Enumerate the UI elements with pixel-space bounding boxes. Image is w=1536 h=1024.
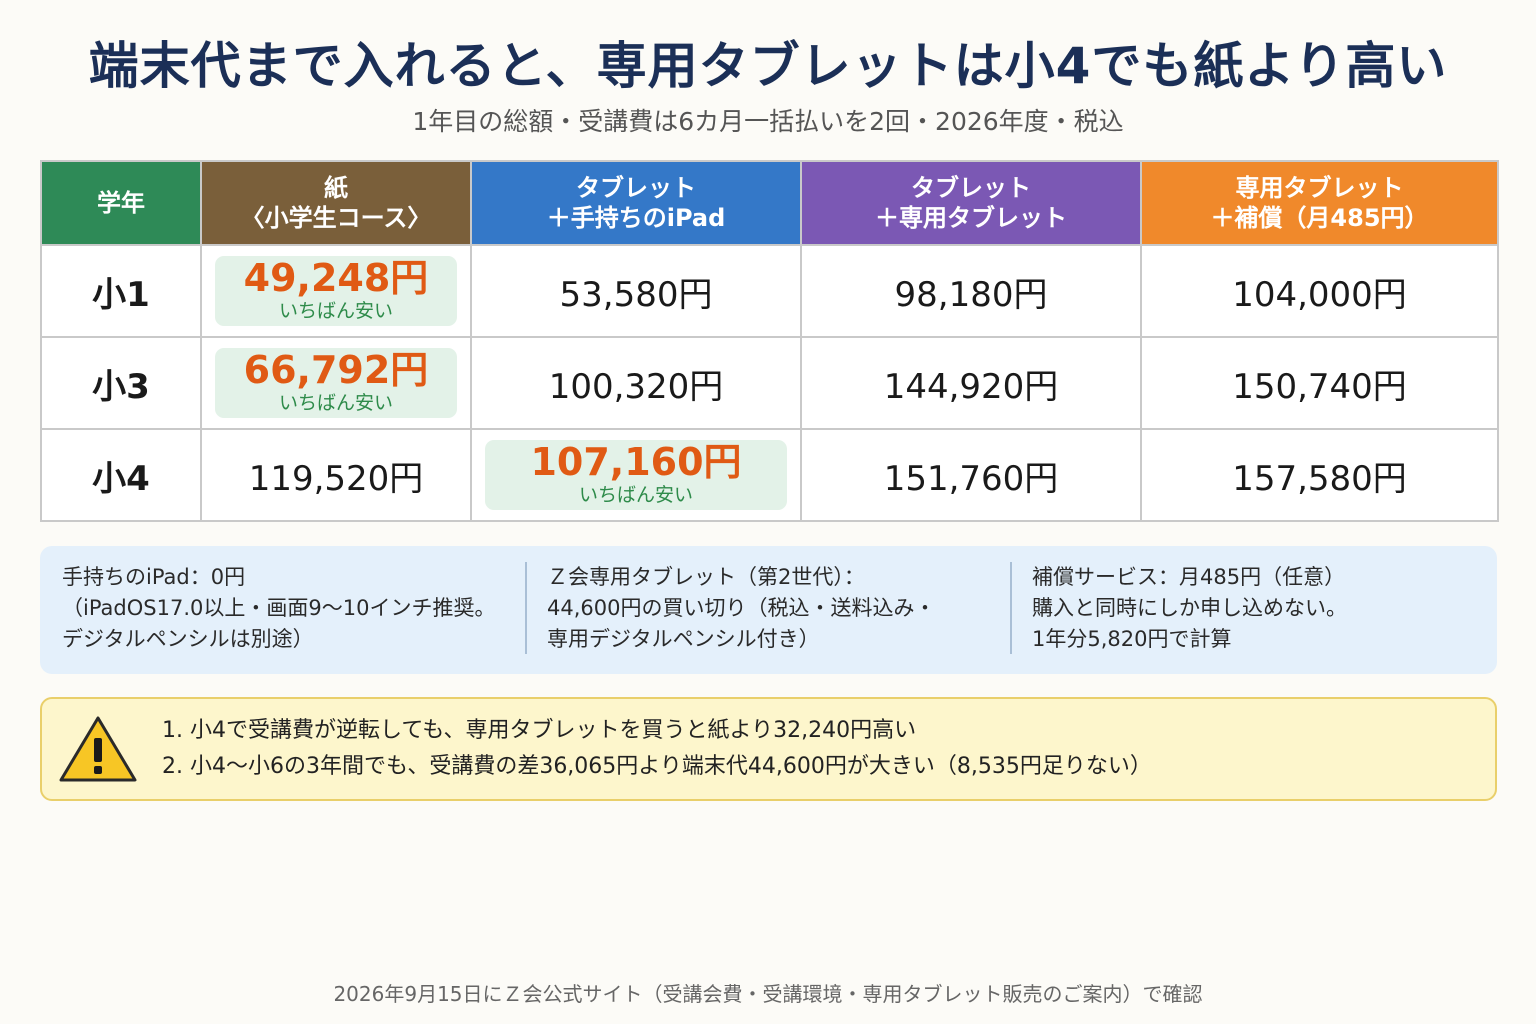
header-tablet-dedicated: タブレット ＋専用タブレット [800,160,1142,246]
ipad-cell: 107,160円 いちばん安い [470,428,802,522]
ipad-cell: 53,580円 [470,244,802,338]
warning-item: 1. 小4で受講費が逆転しても、専用タブレットを買うと紙より32,240円高い [162,718,917,743]
table-row: 小1 49,248円 いちばん安い 53,580円 98,180円 104,00… [40,244,1499,338]
price-value: 66,792円 [243,348,429,393]
page-subtitle: 1年目の総額・受講費は6カ月一括払いを2回・2026年度・税込 [412,107,1124,136]
warning-list: 1. 小4で受講費が逆転しても、専用タブレットを買うと紙より32,240円高い … [162,713,1152,785]
table-header-row: 学年 紙〈小学生コース〉 タブレット ＋手持ちのiPad タブレット ＋専用タブレッ… [40,160,1499,246]
dedicated-cell: 144,920円 [800,336,1142,430]
info-line: 44,600円の買い切り（税込・送料込み・ [547,596,936,620]
price-value: 107,160円 [530,440,742,485]
warning-box: 1. 小4で受講費が逆転しても、専用タブレットを買うと紙より32,240円高い … [40,697,1497,801]
cheapest-label: いちばん安い [278,299,393,322]
cheapest-highlight: 66,792円 いちばん安い [215,348,457,418]
cheapest-label: いちばん安い [278,391,393,414]
page-title: 端末代まで入れると、専用タブレットは小4でも紙より高い [88,37,1448,95]
info-line: 1年分5,820円で計算 [1032,627,1232,651]
cost-comparison-table: 学年 紙〈小学生コース〉 タブレット ＋手持ちのiPad タブレット ＋専用タブレッ… [40,160,1499,522]
info-line: 購入と同時にしか申し込めない。 [1032,596,1347,620]
table-row: 小4 119,520円 107,160円 いちばん安い 151,760円 157… [40,428,1499,522]
warning-item: 2. 小4〜小6の3年間でも、受講費の差36,065円より端末代44,600円が… [162,754,1152,779]
cheapest-highlight: 49,248円 いちばん安い [215,256,457,326]
info-insurance: 補償サービス：月485円（任意） 購入と同時にしか申し込めない。 1年分5,82… [1010,562,1490,654]
paper-cell: 119,520円 [200,428,472,522]
info-line: Ｚ会専用タブレット（第2世代）： [547,565,865,589]
dedicated-cell: 151,760円 [800,428,1142,522]
insurance-cell: 150,740円 [1140,336,1499,430]
info-line: （iPadOS17.0以上・画面9〜10インチ推奨。 [62,596,496,620]
info-dedicated-tablet: Ｚ会専用タブレット（第2世代）： 44,600円の買い切り（税込・送料込み・ 専… [525,562,1010,654]
grade-cell: 小1 [40,244,202,338]
price-value: 49,248円 [243,256,429,301]
table-row: 小3 66,792円 いちばん安い 100,320円 144,920円 150,… [40,336,1499,430]
info-line: 専用デジタルペンシル付き） [547,627,820,651]
grade-cell: 小3 [40,336,202,430]
info-panel: 手持ちのiPad：0円 （iPadOS17.0以上・画面9〜10インチ推奨。 デ… [40,546,1497,674]
warning-triangle-icon [59,716,137,782]
source-note: 2026年9月15日にＺ会公式サイト（受講会費・受講環境・専用タブレット販売のご… [333,982,1203,1006]
header-tablet-ipad: タブレット ＋手持ちのiPad [470,160,802,246]
ipad-cell: 100,320円 [470,336,802,430]
cheapest-label: いちばん安い [578,483,693,506]
header-grade: 学年 [40,160,202,246]
header-paper: 紙〈小学生コース〉 [200,160,472,246]
info-ipad: 手持ちのiPad：0円 （iPadOS17.0以上・画面9〜10インチ推奨。 デ… [62,562,525,674]
dedicated-cell: 98,180円 [800,244,1142,338]
info-line: 補償サービス：月485円（任意） [1032,565,1346,589]
info-line: 手持ちのiPad：0円 [62,565,246,589]
header-dedicated-insurance: 専用タブレット ＋補償（月485円） [1140,160,1499,246]
cheapest-highlight: 107,160円 いちばん安い [485,440,787,510]
grade-cell: 小4 [40,428,202,522]
info-line: デジタルペンシルは別途） [62,627,314,651]
paper-cell: 66,792円 いちばん安い [200,336,472,430]
insurance-cell: 104,000円 [1140,244,1499,338]
insurance-cell: 157,580円 [1140,428,1499,522]
paper-cell: 49,248円 いちばん安い [200,244,472,338]
